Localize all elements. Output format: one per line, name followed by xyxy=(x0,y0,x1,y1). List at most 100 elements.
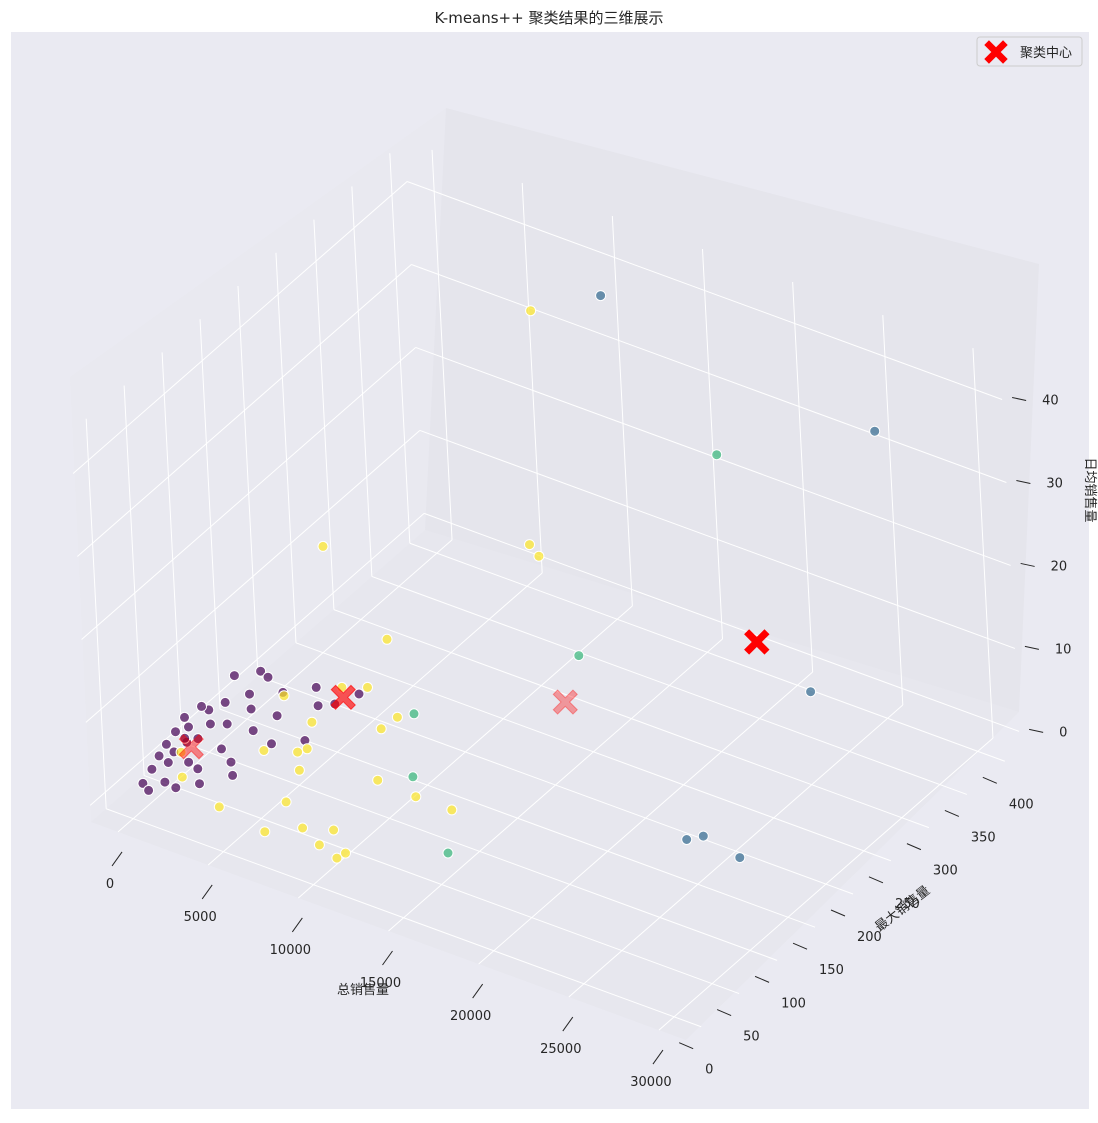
point-cluster-3 xyxy=(213,801,225,813)
point-cluster-3 xyxy=(317,540,329,552)
z-tick-label: 40 xyxy=(1042,393,1059,408)
legend-center-marker xyxy=(984,40,1008,64)
grid-x-back xyxy=(521,182,543,573)
point-cluster-3 xyxy=(525,305,537,317)
point-cluster-0 xyxy=(227,769,239,781)
y-tick-label: 50 xyxy=(743,1030,760,1045)
grid-y-side xyxy=(351,186,373,577)
point-cluster-3 xyxy=(175,746,187,758)
point-cluster-1 xyxy=(869,425,881,437)
grid-y-side xyxy=(199,319,221,710)
point-cluster-0 xyxy=(170,726,181,738)
point-cluster-1 xyxy=(805,686,817,698)
cluster-center-2 xyxy=(552,689,578,715)
point-cluster-3 xyxy=(280,796,292,808)
point-cluster-0 xyxy=(221,718,233,730)
grid-x-back xyxy=(611,215,633,606)
point-cluster-3 xyxy=(533,550,545,562)
x-tick-label: 25000 xyxy=(540,1042,581,1057)
chart-title: K-means++ 聚类结果的三维展示 xyxy=(435,9,664,27)
y-tick xyxy=(944,809,960,817)
point-cluster-3 xyxy=(331,852,343,864)
point-cluster-0 xyxy=(146,763,158,775)
point-cluster-3 xyxy=(258,745,270,756)
y-tick xyxy=(792,942,808,950)
grid-z-back xyxy=(406,181,1003,400)
point-cluster-2 xyxy=(407,771,419,783)
point-cluster-0 xyxy=(183,756,195,768)
point-cluster-3 xyxy=(524,539,535,551)
z-tick xyxy=(1020,562,1035,567)
x-tick xyxy=(382,950,393,966)
x-tick-label: 5000 xyxy=(184,910,217,925)
legend-label: 聚类中心 xyxy=(1020,46,1072,61)
point-cluster-3 xyxy=(176,771,188,783)
grid-y-side xyxy=(389,153,411,544)
point-cluster-0 xyxy=(353,688,365,700)
grid-z-side xyxy=(77,264,412,557)
point-cluster-0 xyxy=(162,757,174,768)
x-tick xyxy=(291,917,303,933)
grid-y-floor xyxy=(409,542,1005,762)
grid-y-floor xyxy=(143,775,740,995)
cluster-center-3 xyxy=(744,629,770,655)
z-tick xyxy=(1029,728,1044,733)
point-cluster-3 xyxy=(292,746,304,758)
x-tick-label: 30000 xyxy=(630,1075,671,1090)
point-cluster-3 xyxy=(340,847,351,859)
point-cluster-0 xyxy=(192,763,204,775)
grid-y-floor xyxy=(106,808,702,1028)
grid-x-back xyxy=(702,248,723,640)
z-tick xyxy=(1024,645,1039,650)
point-cluster-0 xyxy=(245,703,257,715)
point-cluster-3 xyxy=(362,681,373,693)
x-tick xyxy=(111,851,123,867)
grid-x-back xyxy=(431,149,453,540)
gridlines xyxy=(72,149,1020,1031)
point-cluster-0 xyxy=(143,784,155,796)
point-cluster-3 xyxy=(391,711,403,723)
y-tick-label: 300 xyxy=(933,864,958,879)
grid-z-side xyxy=(72,181,408,474)
y-tick xyxy=(678,1042,694,1050)
point-cluster-0 xyxy=(255,665,267,677)
grid-y-side xyxy=(161,352,183,743)
point-cluster-0 xyxy=(244,688,255,700)
y-tick-label: 100 xyxy=(781,996,806,1011)
z-tick xyxy=(1016,479,1031,484)
axis-ticks: 0500010000150002000025000300000501001502… xyxy=(106,393,1072,1090)
point-cluster-3 xyxy=(259,826,271,838)
point-cluster-3 xyxy=(278,690,290,702)
grid-z-back xyxy=(419,429,1016,649)
y-tick-label: 200 xyxy=(857,930,882,945)
grid-y-side xyxy=(123,385,145,776)
legend-center-marker-shape xyxy=(984,40,1008,64)
grid-y-floor xyxy=(333,609,930,829)
grid-y-floor xyxy=(181,741,778,961)
point-cluster-0 xyxy=(159,776,171,788)
point-cluster-0 xyxy=(216,743,227,755)
point-cluster-2 xyxy=(573,650,585,662)
point-cluster-3 xyxy=(410,791,422,803)
data-points xyxy=(137,290,881,864)
point-cluster-1 xyxy=(681,834,693,845)
grid-x-back xyxy=(882,315,904,706)
grid-y-side xyxy=(313,219,335,610)
z-tick-label: 30 xyxy=(1046,476,1063,491)
y-tick xyxy=(868,876,884,884)
grid-y-side xyxy=(85,418,107,809)
grid-y-floor xyxy=(371,575,968,795)
grid-y-side xyxy=(237,285,259,677)
y-tick-label: 150 xyxy=(819,963,844,978)
cluster-centers xyxy=(178,629,770,760)
point-cluster-1 xyxy=(595,290,607,302)
x-tick-label: 15000 xyxy=(360,976,401,991)
point-cluster-0 xyxy=(204,718,216,730)
y-tick-label: 250 xyxy=(895,897,920,912)
point-cluster-1 xyxy=(734,852,746,864)
point-cluster-3 xyxy=(306,716,318,728)
point-cluster-0 xyxy=(262,671,274,683)
point-cluster-0 xyxy=(219,696,231,708)
